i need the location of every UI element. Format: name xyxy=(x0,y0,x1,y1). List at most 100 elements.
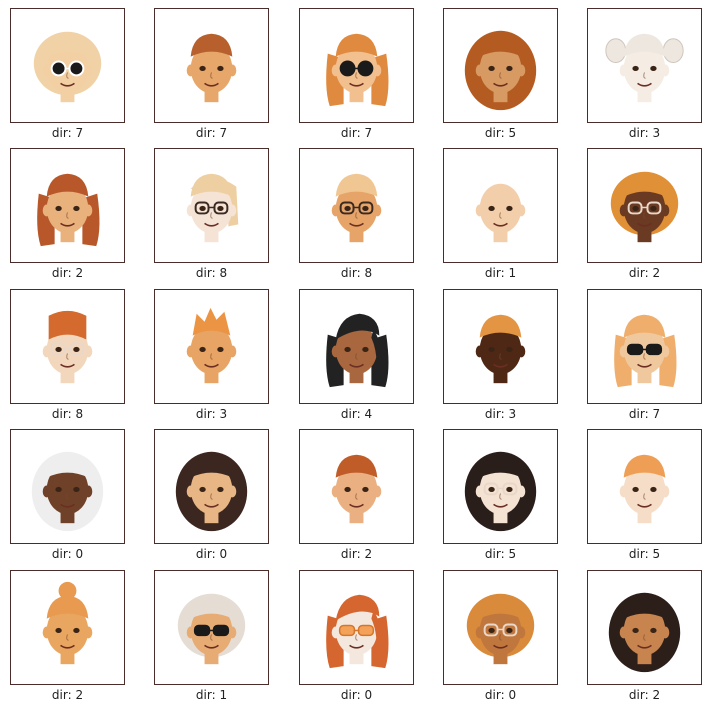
avatar-face-icon xyxy=(186,173,239,243)
hair-front xyxy=(623,595,666,619)
hair-front xyxy=(192,307,231,336)
eyes xyxy=(488,346,513,353)
avatar-image xyxy=(299,8,414,123)
face xyxy=(186,464,237,524)
mouth xyxy=(349,634,364,649)
panel-caption: dir: 3 xyxy=(195,407,228,421)
avatar-panel: dir: 7 xyxy=(144,0,284,140)
hair-front xyxy=(623,173,666,197)
avatar-image xyxy=(154,148,269,263)
avatar-panel: dir: 5 xyxy=(577,421,714,561)
face xyxy=(619,43,670,103)
avatar-image xyxy=(154,429,269,544)
face xyxy=(475,43,526,103)
avatar-panel: dir: 5 xyxy=(433,0,573,140)
avatar-panel: dir: 3 xyxy=(577,0,714,140)
face xyxy=(186,183,237,243)
avatar-panel: dir: 2 xyxy=(577,140,714,280)
panel-caption: dir: 5 xyxy=(628,547,661,561)
mouth xyxy=(493,212,508,227)
hair-front xyxy=(335,173,378,197)
mouth xyxy=(60,72,75,87)
avatar-face-icon xyxy=(331,454,382,524)
face xyxy=(42,605,93,665)
mouth xyxy=(204,353,219,368)
eyes xyxy=(338,624,375,637)
avatar-face-icon xyxy=(331,173,382,243)
hair-front xyxy=(190,595,233,619)
avatar-panel: dir: 2 xyxy=(289,421,429,561)
avatar-image xyxy=(299,570,414,685)
avatar-panel: dir: 0 xyxy=(144,421,284,561)
face xyxy=(475,183,526,243)
eyes xyxy=(488,65,513,72)
avatar-image xyxy=(10,289,125,404)
hair-front xyxy=(48,310,87,340)
avatar-face-icon xyxy=(326,594,389,669)
eyes xyxy=(632,65,657,72)
avatar-image xyxy=(443,8,558,123)
avatar-panel: dir: 3 xyxy=(433,281,573,421)
panel-caption: dir: 1 xyxy=(195,688,228,702)
eyes xyxy=(627,201,662,215)
mouth xyxy=(60,212,75,227)
avatar-image xyxy=(154,8,269,123)
avatar-image xyxy=(299,289,414,404)
hair-front xyxy=(190,33,233,57)
eyes xyxy=(626,343,663,356)
avatar-face-icon xyxy=(610,171,679,243)
avatar-face-icon xyxy=(326,313,389,388)
hair-front xyxy=(623,314,666,338)
face xyxy=(619,464,670,524)
panel-caption: dir: 1 xyxy=(484,266,517,280)
avatar-image xyxy=(10,570,125,685)
face xyxy=(619,605,670,665)
eyes xyxy=(344,486,369,493)
panel-caption: dir: 2 xyxy=(51,688,84,702)
avatar-face-icon xyxy=(614,314,677,388)
avatar-face-icon xyxy=(475,314,526,384)
mouth xyxy=(493,353,508,368)
avatar-image xyxy=(154,289,269,404)
panel-caption: dir: 0 xyxy=(340,688,373,702)
mouth xyxy=(60,493,75,508)
avatar-panel: dir: 2 xyxy=(577,562,714,702)
face xyxy=(331,464,382,524)
avatar-image xyxy=(10,8,125,123)
avatar-image xyxy=(443,289,558,404)
eyes xyxy=(55,627,80,634)
avatar-face-icon xyxy=(619,454,670,524)
avatar-face-icon xyxy=(466,593,535,665)
avatar-face-icon xyxy=(31,451,104,532)
hair-front xyxy=(335,33,378,57)
eyes xyxy=(50,342,85,356)
mouth xyxy=(60,634,75,649)
panel-caption: dir: 7 xyxy=(51,126,84,140)
avatar-panel: dir: 3 xyxy=(144,281,284,421)
eyes xyxy=(344,346,369,353)
face xyxy=(42,464,93,524)
eyes xyxy=(55,205,80,212)
avatar-face-icon xyxy=(608,592,681,673)
avatar-panel: dir: 8 xyxy=(289,140,429,280)
avatar-image xyxy=(154,570,269,685)
face xyxy=(331,183,382,243)
avatar-panel: dir: 8 xyxy=(144,140,284,280)
face xyxy=(186,43,237,103)
avatar-panel: dir: 0 xyxy=(433,562,573,702)
eyes xyxy=(632,627,657,634)
avatar-panel: dir: 4 xyxy=(289,281,429,421)
avatar-image xyxy=(10,148,125,263)
avatar-image xyxy=(443,148,558,263)
avatar-panel: dir: 8 xyxy=(0,281,140,421)
hair-front xyxy=(335,594,384,667)
panel-caption: dir: 7 xyxy=(628,407,661,421)
avatar-face-icon xyxy=(605,33,684,103)
eyes xyxy=(193,624,230,637)
face xyxy=(475,464,526,524)
face xyxy=(619,183,670,243)
avatar-face-icon xyxy=(42,581,93,665)
panel-caption: dir: 2 xyxy=(340,547,373,561)
mouth xyxy=(637,72,652,87)
